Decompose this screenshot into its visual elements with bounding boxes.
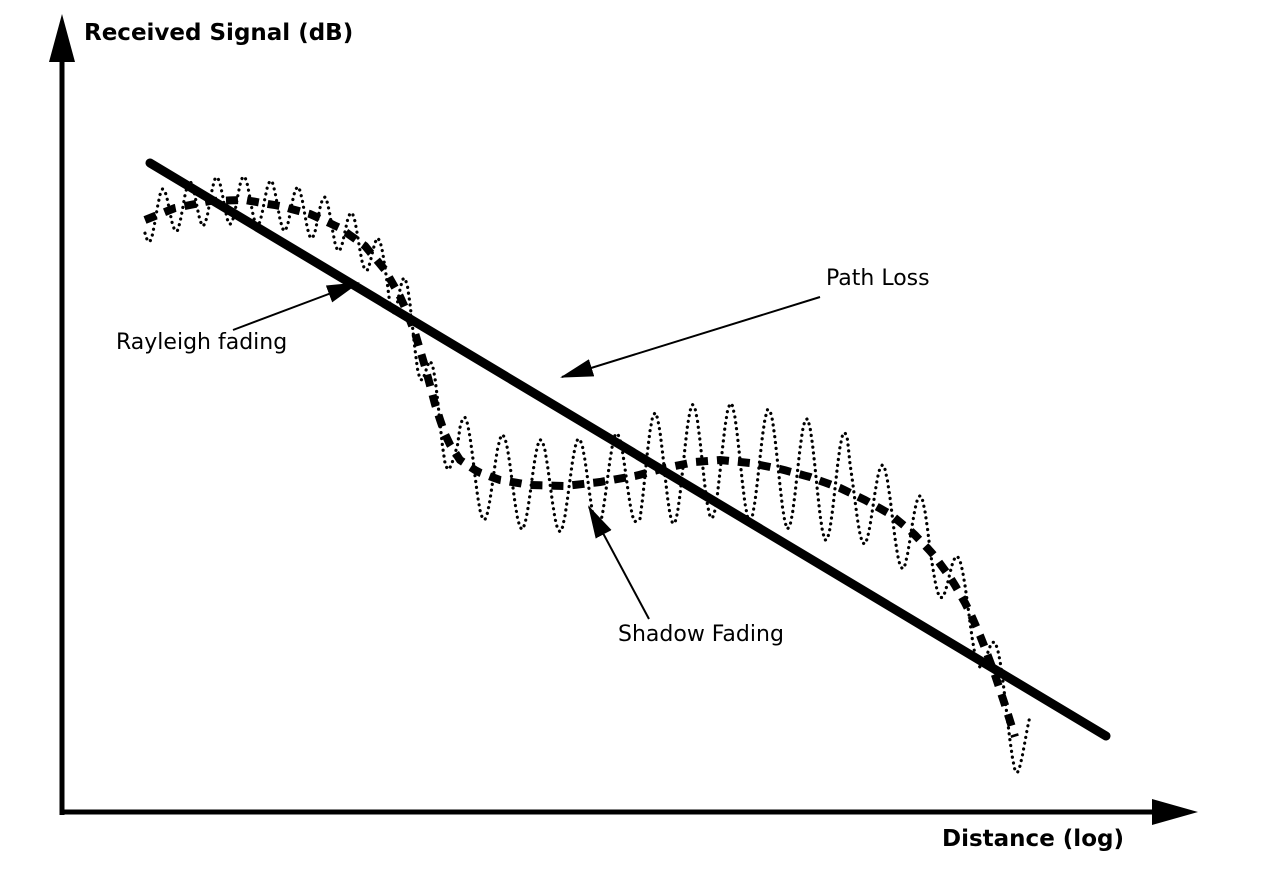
path-loss-arrow <box>560 296 821 378</box>
y-axis-arrowhead <box>49 14 75 62</box>
rayleigh-fading-label: Rayleigh fading <box>116 330 288 355</box>
rayleigh-fading-arrow <box>232 282 360 331</box>
shadow-fading-curve <box>143 195 1019 738</box>
x-axis-label: Distance (log) <box>942 826 1124 852</box>
shadow-fading-arrow <box>588 505 650 620</box>
path-loss-label: Path Loss <box>826 266 930 291</box>
shadow-fading-label: Shadow Fading <box>618 622 784 647</box>
path-loss-line <box>145 158 1111 741</box>
rayleigh-fading-curve <box>143 174 1032 776</box>
y-axis-label: Received Signal (dB) <box>84 20 354 46</box>
x-axis-arrowhead <box>1152 799 1198 825</box>
